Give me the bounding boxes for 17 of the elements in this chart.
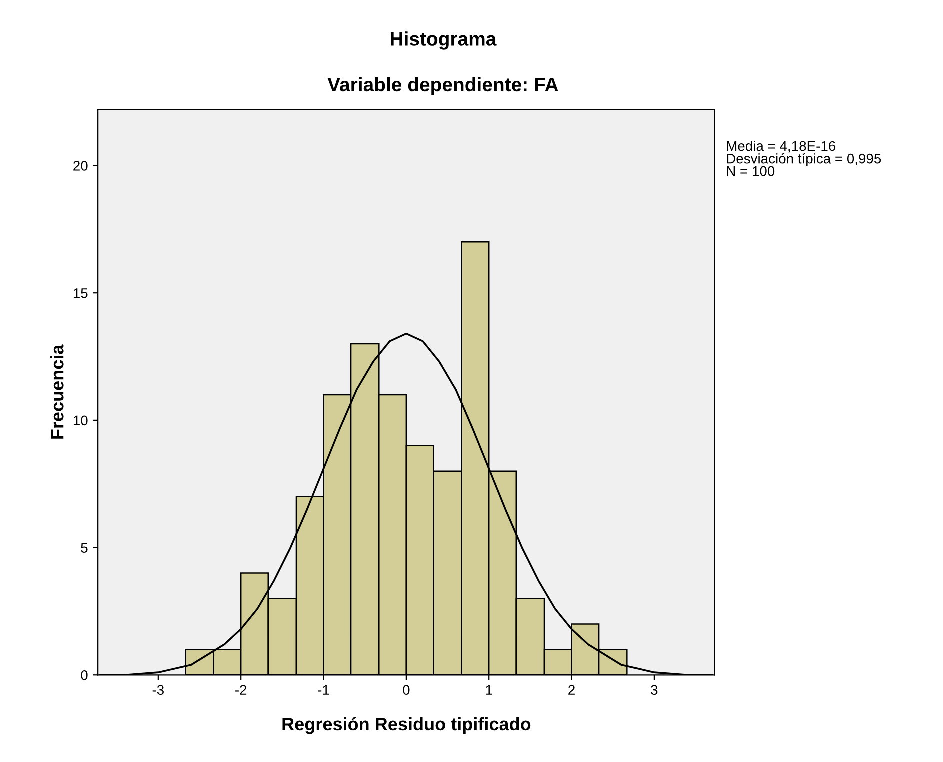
y-tick-label: 0 <box>81 670 88 680</box>
x-tick-label: -3 <box>152 685 164 696</box>
y-tick-label: 5 <box>81 543 88 553</box>
x-tick-label: 1 <box>486 685 492 695</box>
x-tick-label: -1 <box>318 685 330 695</box>
y-tick-label: 15 <box>74 288 88 298</box>
x-tick-label: 3 <box>651 685 658 696</box>
chart-subtitle: Variable dependiente: FA <box>328 77 558 96</box>
y-tick-label: 20 <box>74 161 88 171</box>
x-axis-title: Regresión Residuo tipificado <box>282 717 531 734</box>
text: Media = 4,18E-16 Desviación típica = 0,995 N = 100 <box>727 140 882 176</box>
y-tick-label: 10 <box>74 416 88 426</box>
x-tick-label: 0 <box>403 685 410 696</box>
x-tick-label: 2 <box>568 685 575 695</box>
x-tick-label: -2 <box>236 685 247 695</box>
chart-title: Histograma <box>391 32 497 50</box>
y-axis-title: Frecuencia <box>50 344 64 439</box>
